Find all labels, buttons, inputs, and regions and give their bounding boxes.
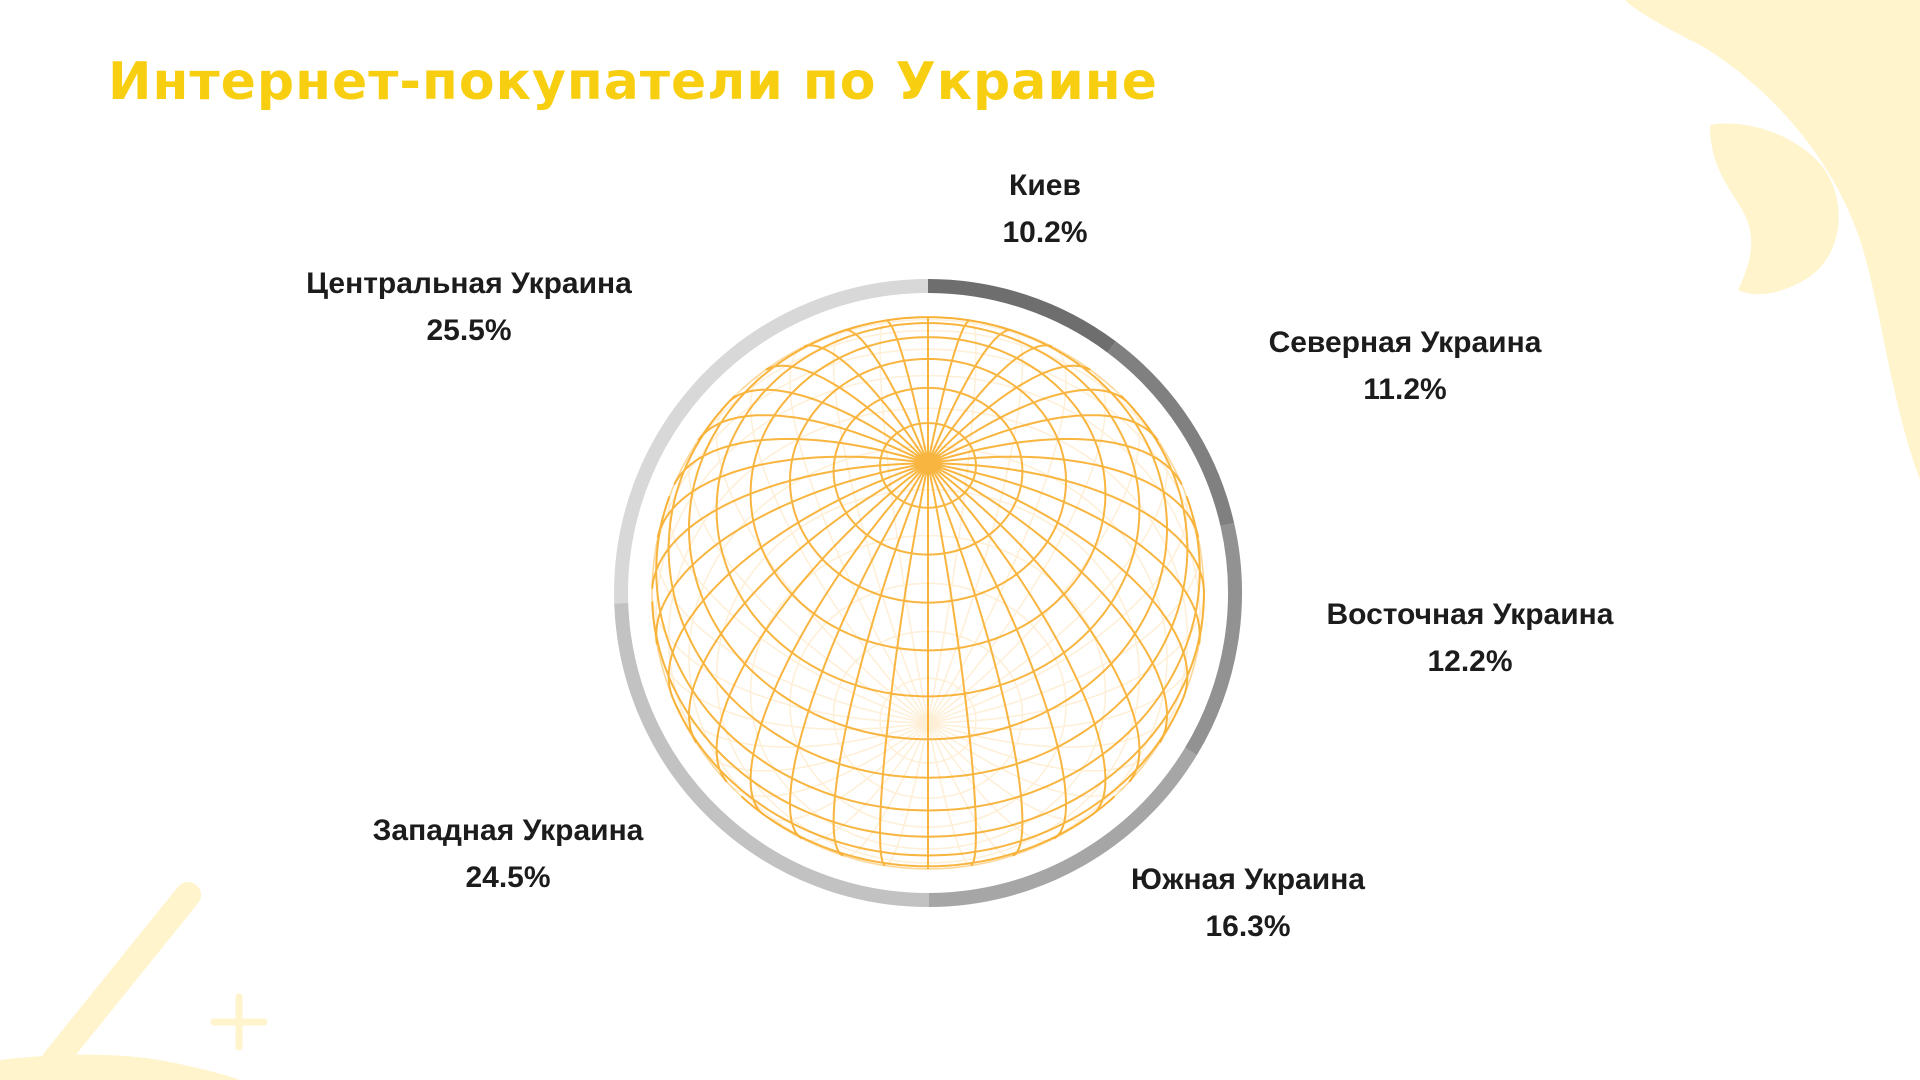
slice-value: 10.2% [1002, 216, 1088, 249]
right-drop-shape [1710, 123, 1839, 295]
slice-name: Киев [1009, 169, 1081, 202]
pie-slice [928, 747, 1197, 907]
pie-slice [1107, 341, 1235, 527]
globe-icon [651, 316, 1205, 870]
slice-label: Западная Украина 24.5% [298, 807, 718, 901]
bottom-left-stroke [42, 882, 201, 1073]
slice-name: Восточная Украина [1326, 598, 1614, 631]
slice-name: Южная Украина [1130, 863, 1365, 896]
donut-ring [614, 279, 1243, 908]
slice-label: Северная Украина 11.2% [1195, 319, 1615, 413]
slice-value: 12.2% [1427, 645, 1513, 678]
page-title: Интернет-покупатели по Украине [108, 52, 1158, 112]
slice-value: 24.5% [465, 861, 551, 894]
slice-label: Южная Украина 16.3% [1038, 856, 1458, 950]
pie-slice [614, 602, 930, 908]
slice-value: 16.3% [1205, 910, 1291, 943]
pie-slice [1184, 523, 1243, 756]
slice-name: Северная Украина [1268, 326, 1542, 359]
slice-label: Восточная Украина 12.2% [1260, 591, 1680, 685]
globe-front-grid [651, 316, 1205, 869]
pie-slice [927, 279, 1116, 353]
plus-icon [210, 993, 268, 1051]
slice-value: 25.5% [426, 314, 512, 347]
pie-slice [614, 279, 929, 604]
slice-name: Центральная Украина [306, 267, 632, 300]
slice-label: Центральная Украина 25.5% [259, 260, 679, 354]
bottom-left-blob [0, 1054, 240, 1080]
slice-value: 11.2% [1363, 373, 1447, 406]
top-right-blob [1625, 0, 1920, 480]
slice-label: Киев 10.2% [835, 162, 1255, 256]
slice-name: Западная Украина [372, 814, 644, 847]
